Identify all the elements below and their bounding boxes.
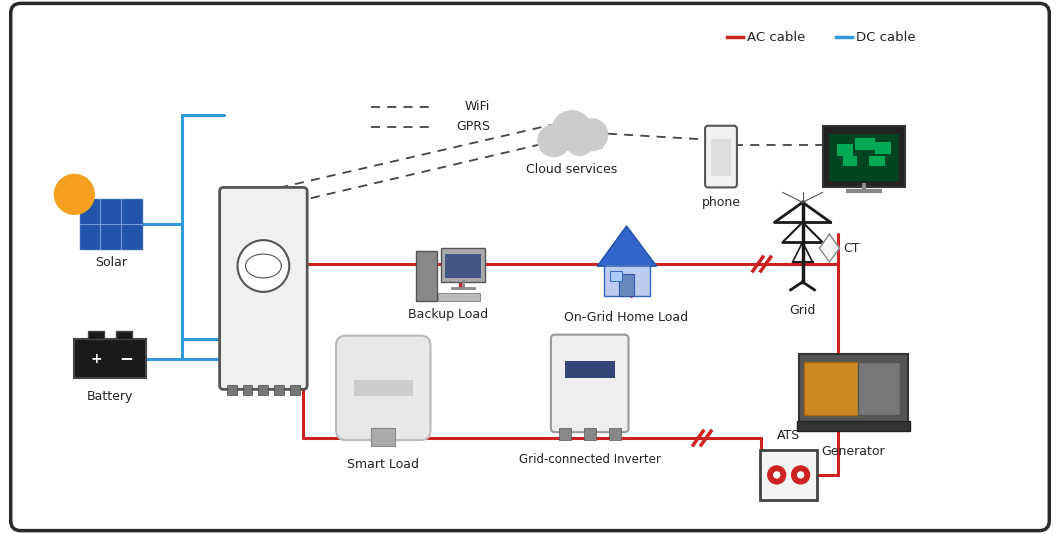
FancyBboxPatch shape bbox=[275, 386, 284, 395]
FancyBboxPatch shape bbox=[354, 380, 412, 396]
FancyBboxPatch shape bbox=[11, 3, 1049, 531]
FancyBboxPatch shape bbox=[416, 251, 438, 301]
FancyBboxPatch shape bbox=[837, 144, 853, 155]
FancyBboxPatch shape bbox=[844, 155, 858, 166]
FancyBboxPatch shape bbox=[74, 339, 146, 379]
FancyBboxPatch shape bbox=[876, 142, 891, 154]
Text: DC cable: DC cable bbox=[856, 30, 916, 44]
Text: Backup Load: Backup Load bbox=[408, 308, 489, 321]
FancyBboxPatch shape bbox=[608, 428, 620, 440]
Polygon shape bbox=[542, 140, 602, 147]
Circle shape bbox=[774, 472, 780, 478]
FancyBboxPatch shape bbox=[439, 293, 480, 301]
Text: On-Grid Home Load: On-Grid Home Load bbox=[564, 311, 689, 324]
FancyBboxPatch shape bbox=[824, 125, 905, 187]
FancyBboxPatch shape bbox=[88, 331, 104, 339]
Text: GPRS: GPRS bbox=[456, 120, 490, 134]
FancyBboxPatch shape bbox=[371, 428, 394, 446]
FancyBboxPatch shape bbox=[219, 187, 307, 389]
FancyBboxPatch shape bbox=[117, 331, 132, 339]
Circle shape bbox=[567, 130, 593, 155]
FancyBboxPatch shape bbox=[760, 450, 817, 500]
FancyBboxPatch shape bbox=[797, 421, 911, 431]
FancyBboxPatch shape bbox=[584, 428, 596, 440]
FancyBboxPatch shape bbox=[859, 362, 900, 415]
FancyBboxPatch shape bbox=[855, 138, 876, 150]
FancyBboxPatch shape bbox=[869, 155, 885, 166]
Text: phone: phone bbox=[702, 197, 741, 209]
Text: CT: CT bbox=[844, 241, 860, 255]
Circle shape bbox=[767, 466, 785, 484]
Text: ATS: ATS bbox=[777, 429, 800, 442]
FancyBboxPatch shape bbox=[559, 428, 570, 440]
Circle shape bbox=[237, 240, 289, 292]
FancyBboxPatch shape bbox=[243, 386, 252, 395]
FancyBboxPatch shape bbox=[445, 254, 481, 278]
Circle shape bbox=[538, 125, 570, 156]
FancyBboxPatch shape bbox=[603, 264, 651, 296]
FancyBboxPatch shape bbox=[259, 386, 268, 395]
FancyBboxPatch shape bbox=[290, 386, 300, 395]
Circle shape bbox=[576, 119, 607, 151]
Polygon shape bbox=[598, 226, 656, 266]
Circle shape bbox=[552, 111, 591, 151]
FancyBboxPatch shape bbox=[610, 271, 621, 281]
FancyBboxPatch shape bbox=[336, 336, 430, 440]
Text: +: + bbox=[90, 351, 102, 365]
FancyBboxPatch shape bbox=[551, 335, 629, 432]
Text: Generator: Generator bbox=[822, 445, 885, 458]
Text: Smart Load: Smart Load bbox=[347, 458, 419, 471]
FancyBboxPatch shape bbox=[565, 360, 615, 379]
Text: Battery: Battery bbox=[87, 390, 134, 403]
FancyBboxPatch shape bbox=[705, 125, 737, 187]
Text: Solar: Solar bbox=[95, 256, 127, 269]
FancyBboxPatch shape bbox=[829, 134, 899, 182]
FancyBboxPatch shape bbox=[711, 139, 731, 176]
FancyBboxPatch shape bbox=[798, 354, 908, 423]
Text: −: − bbox=[119, 350, 134, 367]
Text: Grid: Grid bbox=[790, 304, 816, 317]
FancyBboxPatch shape bbox=[441, 248, 485, 282]
Text: Cloud services: Cloud services bbox=[526, 162, 617, 176]
FancyBboxPatch shape bbox=[227, 386, 236, 395]
Circle shape bbox=[54, 175, 94, 214]
Circle shape bbox=[792, 466, 810, 484]
Text: AC cable: AC cable bbox=[747, 30, 806, 44]
FancyBboxPatch shape bbox=[803, 362, 864, 415]
Polygon shape bbox=[819, 234, 840, 262]
Text: WiFi: WiFi bbox=[465, 100, 490, 113]
Text: Grid-connected Inverter: Grid-connected Inverter bbox=[518, 453, 660, 466]
FancyBboxPatch shape bbox=[81, 199, 142, 249]
Circle shape bbox=[797, 472, 803, 478]
FancyBboxPatch shape bbox=[619, 274, 635, 296]
